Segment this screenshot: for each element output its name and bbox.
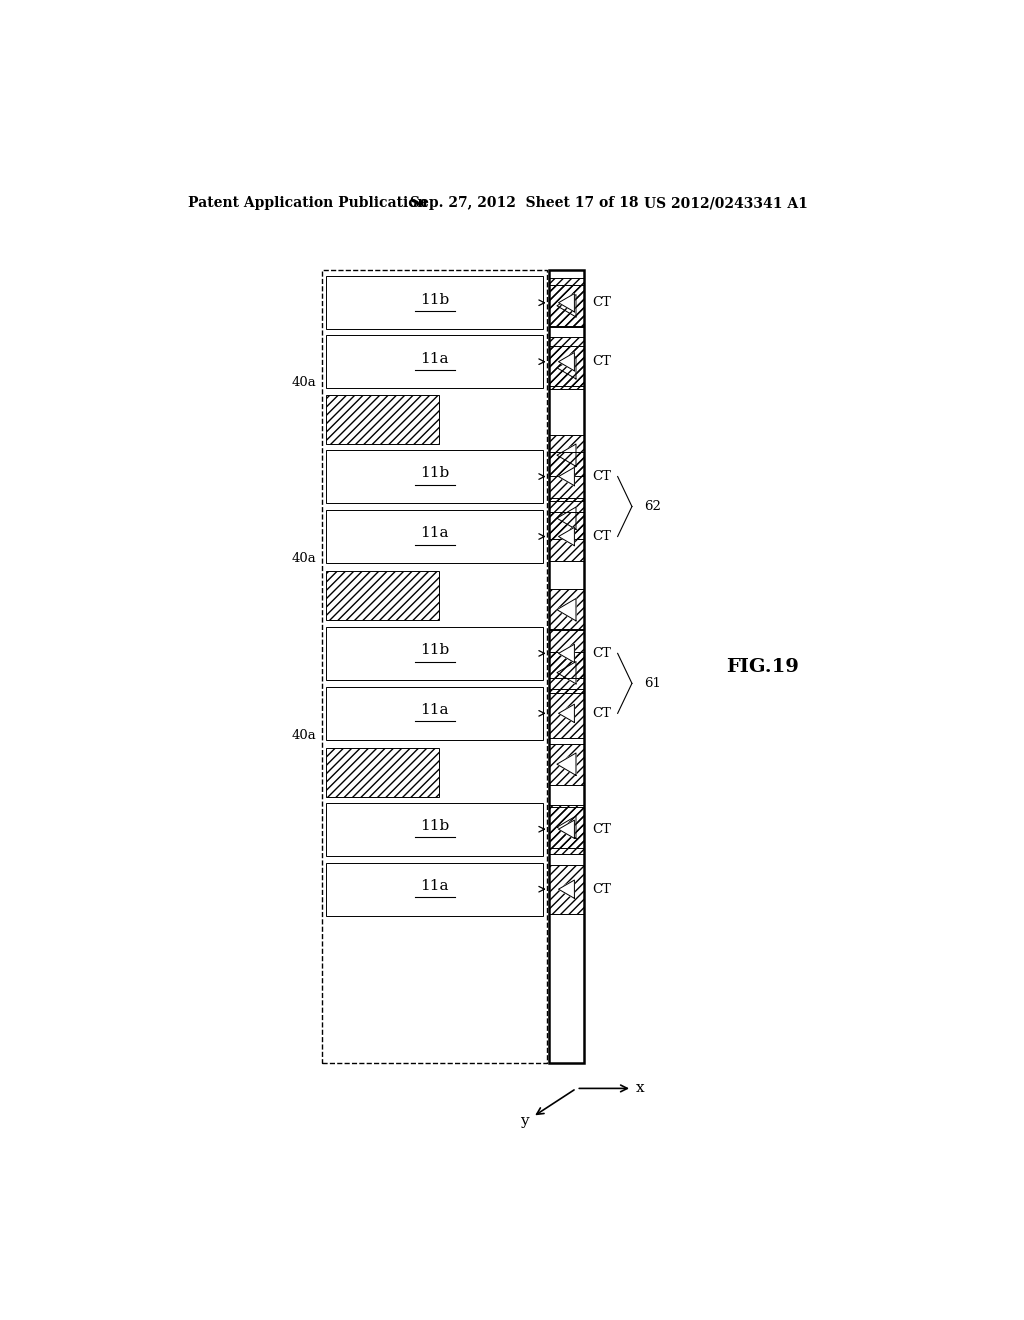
Bar [549, 434, 585, 475]
Text: CT: CT [592, 355, 611, 368]
Polygon shape [557, 356, 575, 379]
Text: CT: CT [592, 706, 611, 719]
Text: 40a: 40a [292, 729, 316, 742]
Text: 11b: 11b [420, 466, 450, 480]
Bar [327, 510, 543, 562]
Text: US 2012/0243341 A1: US 2012/0243341 A1 [644, 197, 808, 210]
Bar [327, 627, 543, 680]
Text: 61: 61 [644, 677, 660, 690]
Bar [327, 686, 543, 739]
Text: CT: CT [592, 470, 611, 483]
Text: 11b: 11b [420, 293, 450, 306]
Bar [549, 498, 585, 539]
Bar [549, 285, 585, 326]
Text: 11a: 11a [421, 351, 449, 366]
Polygon shape [557, 294, 575, 317]
Bar [549, 865, 585, 913]
Text: 40a: 40a [292, 552, 316, 565]
Bar [549, 279, 585, 327]
Polygon shape [558, 467, 574, 486]
Text: 11a: 11a [421, 704, 449, 717]
Bar [549, 630, 585, 677]
Polygon shape [557, 507, 575, 529]
Polygon shape [558, 704, 574, 722]
Text: Patent Application Publication: Patent Application Publication [187, 197, 427, 210]
Bar [549, 271, 585, 1063]
Polygon shape [557, 598, 575, 620]
Text: y: y [520, 1114, 528, 1127]
Bar [549, 689, 585, 738]
Bar [549, 338, 585, 385]
Polygon shape [558, 528, 574, 545]
Text: 11b: 11b [420, 820, 450, 833]
Bar [549, 512, 585, 561]
Text: CT: CT [592, 822, 611, 836]
Bar [549, 589, 585, 630]
Bar [323, 271, 547, 1063]
Polygon shape [558, 880, 574, 899]
Text: x: x [636, 1081, 644, 1096]
Polygon shape [557, 752, 575, 775]
Text: CT: CT [592, 296, 611, 309]
Polygon shape [558, 820, 574, 838]
Bar [327, 803, 543, 855]
Text: 40a: 40a [292, 376, 316, 389]
Polygon shape [558, 644, 574, 663]
Text: 62: 62 [644, 500, 660, 513]
Text: Sep. 27, 2012  Sheet 17 of 18: Sep. 27, 2012 Sheet 17 of 18 [410, 197, 638, 210]
Polygon shape [557, 661, 575, 684]
Bar [327, 572, 439, 620]
Polygon shape [557, 816, 575, 838]
Bar [549, 807, 585, 847]
Bar [327, 395, 439, 444]
Text: 11a: 11a [421, 527, 449, 540]
Bar [327, 748, 439, 797]
Text: 11b: 11b [420, 643, 450, 657]
Bar [549, 805, 585, 854]
Bar [549, 453, 585, 500]
Bar [327, 863, 543, 916]
Polygon shape [558, 352, 574, 371]
Bar [327, 450, 543, 503]
Text: FIG.19: FIG.19 [726, 657, 800, 676]
Text: 11a: 11a [421, 879, 449, 894]
Text: CT: CT [592, 531, 611, 543]
Bar [549, 744, 585, 784]
Bar [327, 335, 543, 388]
Polygon shape [557, 444, 575, 466]
Text: CT: CT [592, 883, 611, 896]
Bar [549, 346, 585, 389]
Bar [327, 276, 543, 329]
Polygon shape [558, 293, 574, 312]
Text: CT: CT [592, 647, 611, 660]
Bar [549, 652, 585, 693]
